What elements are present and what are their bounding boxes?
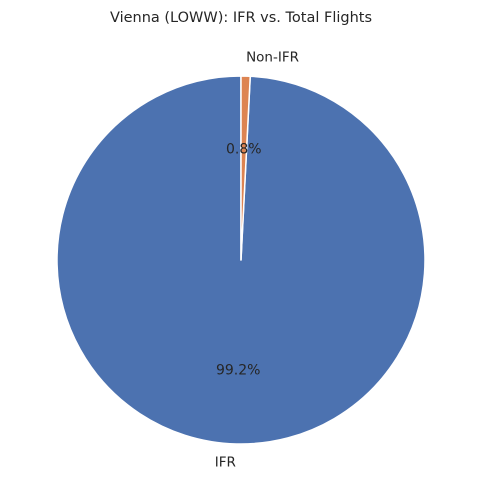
pct-label-non-ifr: 0.8% — [226, 142, 262, 158]
pct-label-ifr: 99.2% — [216, 362, 260, 378]
pie-slices — [56, 75, 426, 445]
chart-title: Vienna (LOWW): IFR vs. Total Flights — [110, 10, 372, 26]
pie-slice-non-ifr — [240, 75, 251, 261]
slice-label-non-ifr: Non-IFR — [246, 50, 299, 66]
slice-label-ifr: IFR — [215, 454, 236, 470]
pie-labels: IFR 99.2% Non-IFR 0.8% — [215, 50, 299, 471]
